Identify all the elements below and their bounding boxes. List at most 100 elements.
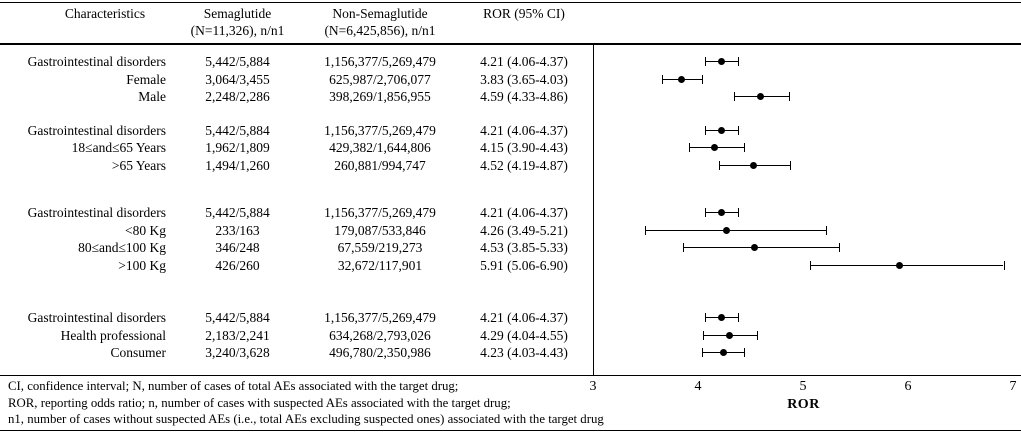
table-row: Consumer 3,240/3,628 496,780/2,350,986 4.23… bbox=[0, 344, 593, 362]
semaglutide-cell: 233/163 bbox=[215, 222, 260, 238]
table-row: Gastrointestinal disorders 5,442/5,884 1,1… bbox=[0, 309, 593, 327]
ci-cap-left bbox=[705, 313, 707, 323]
ror-point-dot bbox=[677, 75, 685, 83]
semaglutide-cell: 2,248/2,286 bbox=[205, 89, 270, 104]
non-semaglutide-cell: 1,156,377/5,269,479 bbox=[324, 310, 436, 325]
table-row: 18≤and≤65 Years 1,962/1,809 429,382/1,644,… bbox=[0, 139, 593, 157]
ci-cap-left bbox=[683, 243, 685, 253]
ror-ci-cell: 3.83 (3.65-4.03) bbox=[480, 71, 568, 87]
forest-plot-area bbox=[593, 45, 1015, 375]
ci-cap-left bbox=[645, 225, 647, 235]
table-row: >100 Kg 426/260 32,672/117,901 5.91 (5.06-6… bbox=[0, 257, 593, 275]
characteristic-cell: Gastrointestinal disorders bbox=[27, 54, 166, 69]
header-semaglutide-line2: (N=11,326), n/n1 bbox=[190, 23, 285, 38]
ci-whisker-line bbox=[810, 264, 1004, 266]
characteristic-cell: <80 Kg bbox=[125, 222, 166, 238]
ci-cap-right bbox=[826, 225, 828, 235]
ci-cap-right bbox=[737, 208, 739, 218]
header-divider-line bbox=[0, 43, 1021, 45]
ci-cap-right bbox=[838, 243, 840, 253]
ror-point-dot bbox=[719, 349, 727, 357]
ror-point-dot bbox=[725, 331, 733, 339]
ci-cap-left bbox=[688, 143, 690, 153]
non-semaglutide-cell: 496,780/2,350,986 bbox=[329, 345, 431, 360]
ci-cap-left bbox=[718, 160, 720, 170]
ror-point-dot bbox=[757, 93, 765, 101]
x-axis-title: ROR bbox=[787, 397, 820, 412]
ror-point-dot bbox=[722, 226, 730, 234]
table-row: Gastrointestinal disorders 5,442/5,884 1,1… bbox=[0, 204, 593, 222]
non-semaglutide-cell: 634,268/2,793,026 bbox=[329, 327, 431, 343]
ror-ci-cell: 5.91 (5.06-6.90) bbox=[480, 257, 568, 273]
ci-cap-right bbox=[756, 330, 758, 340]
ror-ci-cell: 4.26 (3.49-5.21) bbox=[480, 222, 568, 238]
ror-ci-cell: 4.53 (3.85-5.33) bbox=[480, 240, 568, 255]
ci-cap-left bbox=[705, 57, 707, 67]
table-row: Male 2,248/2,286 398,269/1,856,955 4.59 (4.… bbox=[0, 88, 593, 106]
semaglutide-cell: 426/260 bbox=[215, 257, 260, 273]
ror-ci-cell: 4.29 (4.04-4.55) bbox=[480, 327, 568, 343]
characteristic-cell: Gastrointestinal disorders bbox=[27, 122, 166, 138]
semaglutide-cell: 2,183/2,241 bbox=[205, 327, 270, 343]
footnote-line: CI, confidence interval; N, number of ca… bbox=[8, 379, 459, 393]
characteristic-cell: Male bbox=[138, 89, 166, 104]
x-axis-tick-label: 4 bbox=[694, 379, 702, 394]
ci-cap-right bbox=[1003, 260, 1005, 270]
ror-point-dot bbox=[717, 58, 725, 66]
ror-ci-cell: 4.21 (4.06-4.37) bbox=[480, 205, 568, 220]
x-axis-tick-label: 3 bbox=[589, 379, 597, 394]
x-axis-tick-label: 5 bbox=[799, 379, 807, 394]
ror-point-dot bbox=[717, 314, 725, 322]
ci-cap-right bbox=[790, 160, 792, 170]
table-header-row: Characteristics Semaglutide (N=11,326), … bbox=[0, 5, 593, 39]
semaglutide-cell: 5,442/5,884 bbox=[205, 310, 270, 325]
header-semaglutide-line1: Semaglutide bbox=[203, 6, 272, 21]
table-row: Female 3,064/3,455 625,987/2,706,077 3.83 (… bbox=[0, 71, 593, 89]
non-semaglutide-cell: 1,156,377/5,269,479 bbox=[324, 122, 436, 138]
semaglutide-cell: 1,494/1,260 bbox=[205, 157, 270, 173]
non-semaglutide-cell: 625,987/2,706,077 bbox=[329, 71, 431, 87]
characteristic-cell: >100 Kg bbox=[118, 257, 166, 273]
characteristic-cell: Gastrointestinal disorders bbox=[27, 205, 166, 220]
footnote-line: n1, number of cases without suspected AE… bbox=[8, 412, 604, 426]
ci-cap-left bbox=[705, 125, 707, 135]
table-body: Gastrointestinal disorders 5,442/5,884 1,1… bbox=[0, 45, 593, 375]
ci-whisker-line bbox=[645, 229, 827, 231]
table-row: Gastrointestinal disorders 5,442/5,884 1,1… bbox=[0, 53, 593, 71]
semaglutide-cell: 5,442/5,884 bbox=[205, 205, 270, 220]
footnotes: CI, confidence interval; N, number of ca… bbox=[8, 378, 708, 428]
semaglutide-cell: 1,962/1,809 bbox=[205, 140, 270, 155]
ci-cap-right bbox=[702, 74, 704, 84]
ci-cap-left bbox=[662, 74, 664, 84]
x-axis-tick-label: 6 bbox=[904, 379, 912, 394]
ror-point-dot bbox=[717, 126, 725, 134]
x-axis-tick-label: 7 bbox=[1009, 379, 1017, 394]
non-semaglutide-cell: 32,672/117,901 bbox=[337, 257, 423, 273]
non-semaglutide-cell: 260,881/994,747 bbox=[334, 157, 426, 173]
table-row: >65 Years 1,494/1,260 260,881/994,747 4.52 … bbox=[0, 157, 593, 175]
header-non-semaglutide: Non-Semaglutide (N=6,425,856), n/n1 bbox=[305, 5, 455, 39]
ror-ci-cell: 4.52 (4.19-4.87) bbox=[480, 157, 568, 173]
non-semaglutide-cell: 398,269/1,856,955 bbox=[329, 89, 431, 104]
x-axis: ROR 3 4 5 6 7 bbox=[589, 378, 1017, 418]
top-border-line bbox=[0, 2, 1021, 3]
characteristic-cell: 18≤and≤65 Years bbox=[71, 140, 166, 155]
semaglutide-cell: 5,442/5,884 bbox=[205, 122, 270, 138]
characteristic-cell: >65 Years bbox=[111, 157, 166, 173]
ci-cap-left bbox=[733, 92, 735, 102]
header-characteristics: Characteristics bbox=[64, 6, 146, 21]
ror-ci-cell: 4.59 (4.33-4.86) bbox=[480, 89, 568, 104]
axis-baseline bbox=[0, 375, 1021, 376]
non-semaglutide-cell: 67,559/219,273 bbox=[337, 240, 423, 255]
characteristic-cell: 80≤and≤100 Kg bbox=[78, 240, 166, 255]
non-semaglutide-cell: 179,087/533,846 bbox=[334, 222, 426, 238]
header-non-semaglutide-line2: (N=6,425,856), n/n1 bbox=[324, 23, 436, 38]
ror-ci-cell: 4.21 (4.06-4.37) bbox=[480, 122, 568, 138]
header-non-semaglutide-line1: Non-Semaglutide bbox=[332, 6, 428, 21]
bottom-border-line bbox=[0, 430, 1021, 431]
table-row: <80 Kg 233/163 179,087/533,846 4.26 (3.49-5… bbox=[0, 222, 593, 240]
table-row: Gastrointestinal disorders 5,442/5,884 1,1… bbox=[0, 122, 593, 140]
ror-point-dot bbox=[711, 144, 719, 152]
characteristic-cell: Consumer bbox=[110, 345, 167, 360]
